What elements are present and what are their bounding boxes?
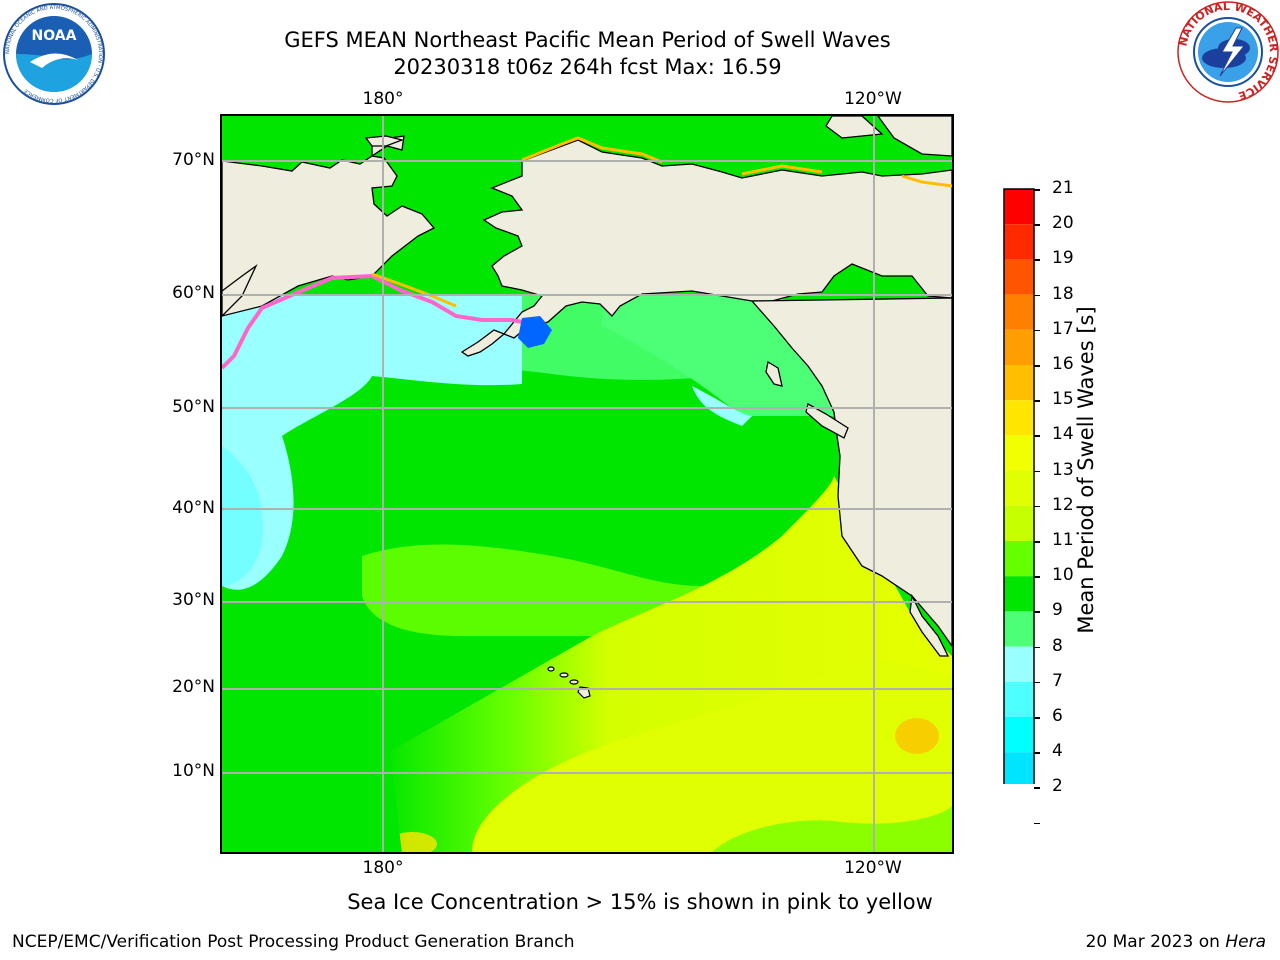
colorbar-tick-label: 21	[1052, 178, 1074, 198]
colorbar-swatch	[1004, 541, 1034, 577]
chart-subtitle: 20230318 t06z 264h fcst Max: 16.59	[393, 55, 782, 79]
sea-ice-edge-yellow	[371, 136, 952, 308]
credit-text: NCEP/EMC/Verification Post Processing Pr…	[12, 932, 575, 952]
colorbar-tick-label: 15	[1052, 389, 1074, 410]
colorbar-swatch	[1004, 365, 1034, 401]
colorbar-tick-label: 16	[1052, 354, 1074, 374]
colorbar-tick-mark	[1034, 787, 1040, 789]
colorbar-tick-mark	[1034, 224, 1040, 226]
colorbar-tick-mark	[1034, 752, 1040, 754]
colorbar-tick-label: 12	[1052, 494, 1074, 515]
colorbar-tick-mark	[1034, 400, 1040, 402]
lat-label-50n: 50°N	[172, 397, 215, 417]
land-layer	[222, 116, 952, 657]
graticule	[222, 116, 952, 852]
colorbar-tick-mark	[1034, 717, 1040, 719]
colorbar-swatch	[1004, 400, 1034, 436]
colorbar-tick-label: 18	[1052, 283, 1074, 304]
nws-logo: NATIONAL WEATHER SERVICE	[1176, 0, 1280, 104]
date-stamp: 20 Mar 2023 on Hera	[1086, 932, 1266, 952]
colorbar-tick-label: 14	[1052, 424, 1074, 445]
colorbar-tick-mark	[1034, 435, 1040, 437]
colorbar-swatch	[1004, 470, 1034, 506]
colorbar-tick-mark	[1034, 541, 1040, 543]
colorbar-tick-mark	[1034, 470, 1040, 473]
sea-ice-caption: Sea Ice Concentration > 15% is shown in …	[347, 890, 933, 914]
colorbar	[1002, 188, 1036, 853]
sea-ice-edge	[222, 273, 523, 370]
colorbar-tick-mark	[1034, 365, 1040, 367]
host-name: Hera	[1225, 932, 1266, 952]
colorbar-tick-mark	[1034, 822, 1040, 825]
colorbar-tick-label: 20	[1052, 213, 1074, 234]
colorbar-swatch	[1004, 329, 1034, 365]
colorbar-swatch	[1004, 611, 1034, 647]
lat-label-20n: 20°N	[172, 677, 215, 697]
colorbar-swatch	[1004, 435, 1034, 471]
noaa-logo: NOAA NATIONAL OCEANIC AND ATMOSPHERIC AD…	[2, 2, 106, 106]
lat-label-30n: 30°N	[172, 590, 215, 610]
colorbar-tick-label: 19	[1052, 248, 1074, 269]
colorbar-swatch	[1004, 224, 1034, 260]
colorbar-tick-mark	[1034, 681, 1040, 684]
lat-label-70n: 70°N	[172, 150, 215, 170]
colorbar-tick-label: 7	[1052, 670, 1063, 691]
lon-label-bottom-120w: 120°W	[844, 858, 902, 878]
colorbar-tick-label: 11	[1052, 530, 1074, 550]
colorbar-swatch	[1004, 505, 1034, 541]
lon-label-top-120w: 120°W	[844, 89, 902, 109]
colorbar-swatch	[1004, 189, 1034, 225]
noaa-logo-icon: NOAA NATIONAL OCEANIC AND ATMOSPHERIC AD…	[3, 3, 105, 105]
lat-label-60n: 60°N	[172, 283, 215, 303]
colorbar-tick-mark	[1034, 505, 1040, 508]
colorbar-tick-label: 9	[1052, 600, 1063, 621]
colorbar-swatch	[1004, 752, 1034, 788]
colorbar-swatches	[1002, 188, 1036, 853]
chart-title: GEFS MEAN Northeast Pacific Mean Period …	[284, 28, 891, 52]
colorbar-tick-mark	[1034, 576, 1040, 578]
lat-label-40n: 40°N	[172, 498, 215, 518]
noaa-logo-text: NOAA	[32, 28, 77, 44]
colorbar-tick-label: 8	[1052, 635, 1063, 656]
colorbar-swatch	[1004, 576, 1034, 612]
date-text: 20 Mar 2023 on	[1085, 932, 1226, 952]
lon-label-top-180: 180°	[362, 89, 404, 109]
colorbar-swatch	[1004, 681, 1034, 717]
colorbar-tick-mark	[1034, 329, 1040, 332]
colorbar-tick-mark	[1034, 611, 1040, 613]
colorbar-tick-label: 4	[1052, 741, 1063, 762]
colorbar-tick-label: 6	[1052, 706, 1063, 726]
colorbar-swatch	[1004, 717, 1034, 753]
colorbar-label: Mean Period of Swell Waves [s]	[1074, 306, 1098, 634]
colorbar-swatch	[1004, 294, 1034, 330]
lon-label-bottom-180: 180°	[362, 858, 404, 878]
colorbar-tick-mark	[1034, 259, 1040, 261]
colorbar-tick-mark	[1034, 294, 1040, 297]
swell-period-map	[222, 116, 952, 852]
colorbar-tick-label: 17	[1052, 318, 1074, 339]
lat-label-10n: 10°N	[172, 761, 215, 781]
colorbar-tick-label: 13	[1052, 459, 1074, 480]
colorbar-swatch	[1004, 259, 1034, 295]
colorbar-tick-label: 2	[1052, 776, 1063, 797]
national-weather-service-logo-icon: NATIONAL WEATHER SERVICE	[1176, 0, 1280, 103]
colorbar-tick-mark	[1034, 189, 1040, 191]
colorbar-tick-mark	[1034, 646, 1040, 649]
colorbar-swatch	[1004, 646, 1034, 682]
colorbar-tick-label: 10	[1052, 565, 1074, 586]
map-panel	[220, 114, 954, 854]
